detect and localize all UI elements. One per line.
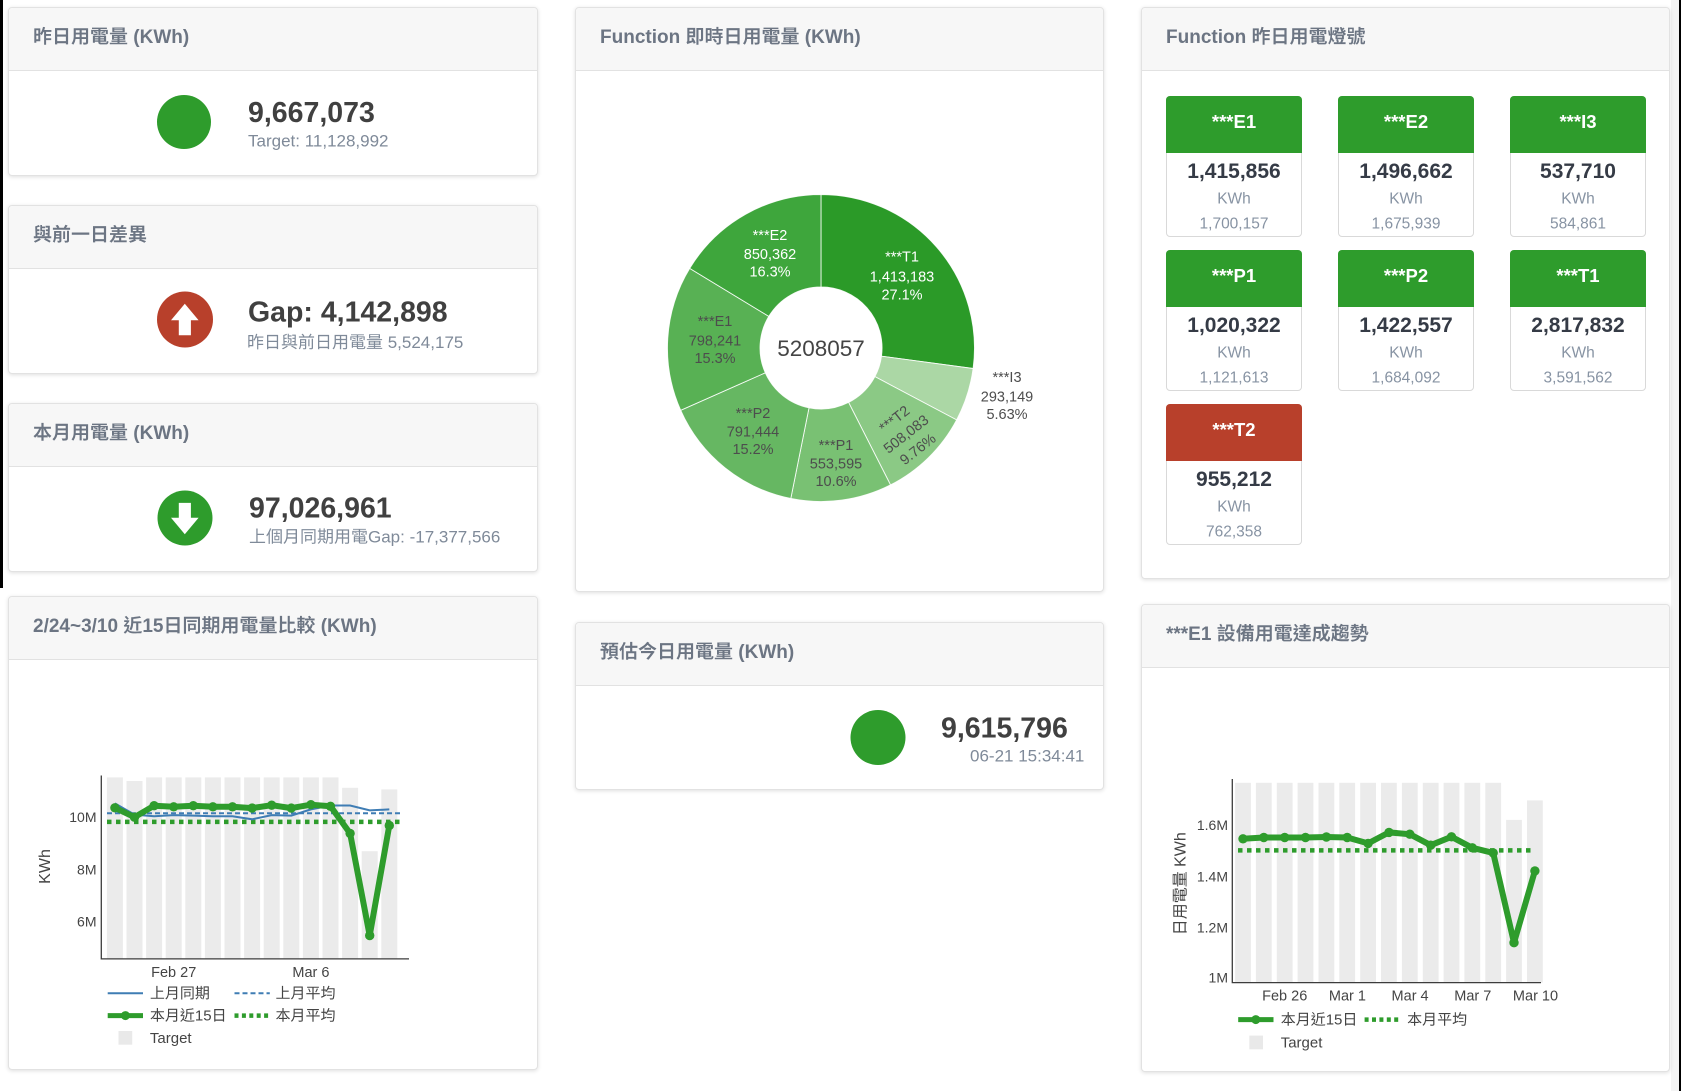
svg-text:***P2: ***P2 bbox=[1384, 265, 1428, 286]
svg-text:***I3: ***I3 bbox=[992, 370, 1021, 386]
svg-text:(KWh): (KWh) bbox=[738, 642, 794, 663]
svg-text:***P1: ***P1 bbox=[819, 438, 854, 454]
svg-text:3,591,562: 3,591,562 bbox=[1544, 370, 1613, 387]
svg-text:Mar 1: Mar 1 bbox=[1329, 989, 1366, 1005]
svg-text:955,212: 955,212 bbox=[1196, 468, 1272, 491]
svg-text:293,149: 293,149 bbox=[981, 390, 1033, 406]
svg-text:762,358: 762,358 bbox=[1206, 524, 1262, 541]
svg-text:Target: Target bbox=[1281, 1034, 1324, 1051]
svg-text:15: 15 bbox=[195, 1008, 212, 1025]
svg-text:5.63%: 5.63% bbox=[986, 407, 1027, 423]
svg-text:(KWh): (KWh) bbox=[805, 27, 861, 48]
svg-text:Feb 26: Feb 26 bbox=[1262, 989, 1307, 1005]
svg-text:1.6M: 1.6M bbox=[1197, 817, 1228, 833]
svg-text:KWh: KWh bbox=[1389, 345, 1423, 362]
svg-text:9,667,073: 9,667,073 bbox=[248, 97, 375, 129]
svg-text:8M: 8M bbox=[77, 861, 96, 877]
svg-text:***E1: ***E1 bbox=[698, 314, 733, 330]
svg-text:2/24~3/10: 2/24~3/10 bbox=[33, 616, 118, 637]
svg-text:(KWh): (KWh) bbox=[133, 423, 189, 444]
svg-text:KWh: KWh bbox=[1561, 345, 1595, 362]
svg-text:Function: Function bbox=[1166, 27, 1246, 48]
svg-text:5,524,175: 5,524,175 bbox=[388, 333, 464, 352]
svg-text:Mar 10: Mar 10 bbox=[1513, 989, 1558, 1005]
svg-text:6M: 6M bbox=[77, 914, 96, 930]
svg-text:(KWh): (KWh) bbox=[133, 27, 189, 48]
svg-text:553,595: 553,595 bbox=[810, 457, 862, 473]
svg-text:1M: 1M bbox=[1209, 970, 1228, 986]
svg-text:15: 15 bbox=[142, 616, 164, 637]
svg-text:27.1%: 27.1% bbox=[881, 287, 922, 303]
svg-text:1,121,613: 1,121,613 bbox=[1200, 370, 1269, 387]
svg-text:KWh: KWh bbox=[1217, 499, 1251, 516]
svg-text:KWh: KWh bbox=[1217, 191, 1251, 208]
svg-text:1.4M: 1.4M bbox=[1197, 868, 1228, 884]
svg-text:06-21 15:34:41: 06-21 15:34:41 bbox=[970, 747, 1084, 766]
svg-text:***T1: ***T1 bbox=[1556, 265, 1599, 286]
svg-text:1,415,856: 1,415,856 bbox=[1187, 160, 1280, 183]
svg-text:Target: Target bbox=[150, 1030, 193, 1047]
svg-text:1,020,322: 1,020,322 bbox=[1187, 314, 1280, 337]
svg-text:10.6%: 10.6% bbox=[815, 474, 856, 490]
svg-text:KWh: KWh bbox=[1561, 191, 1595, 208]
svg-text:1,684,092: 1,684,092 bbox=[1372, 370, 1441, 387]
svg-text:Feb 27: Feb 27 bbox=[151, 965, 196, 981]
svg-text:15.2%: 15.2% bbox=[732, 442, 773, 458]
svg-text:9,615,796: 9,615,796 bbox=[941, 713, 1068, 745]
svg-text:***T2: ***T2 bbox=[1212, 419, 1255, 440]
svg-text:Function: Function bbox=[600, 27, 680, 48]
svg-text:798,241: 798,241 bbox=[689, 334, 741, 350]
svg-text:Mar 4: Mar 4 bbox=[1392, 989, 1429, 1005]
svg-text:16.3%: 16.3% bbox=[749, 265, 790, 281]
svg-text:Gap: -17,377,566: Gap: -17,377,566 bbox=[368, 528, 500, 547]
svg-text:15.3%: 15.3% bbox=[694, 351, 735, 367]
svg-text:1,413,183: 1,413,183 bbox=[870, 269, 935, 285]
svg-text:(KWh): (KWh) bbox=[321, 616, 377, 637]
svg-text:2,817,832: 2,817,832 bbox=[1531, 314, 1624, 337]
svg-text:584,861: 584,861 bbox=[1550, 216, 1606, 233]
svg-text:***T1: ***T1 bbox=[885, 249, 919, 265]
svg-text:***I3: ***I3 bbox=[1559, 111, 1596, 132]
svg-text:***P1: ***P1 bbox=[1212, 265, 1256, 286]
svg-text:Mar 6: Mar 6 bbox=[292, 965, 329, 981]
svg-text:5208057: 5208057 bbox=[777, 336, 865, 361]
svg-text:97,026,961: 97,026,961 bbox=[249, 493, 392, 525]
svg-text:850,362: 850,362 bbox=[744, 247, 796, 263]
svg-text:***E1: ***E1 bbox=[1166, 624, 1212, 645]
svg-text:***E1: ***E1 bbox=[1212, 111, 1256, 132]
svg-text:1,675,939: 1,675,939 bbox=[1372, 216, 1441, 233]
svg-text:1.2M: 1.2M bbox=[1197, 920, 1228, 936]
svg-text:KWh: KWh bbox=[1217, 345, 1251, 362]
svg-text:537,710: 537,710 bbox=[1540, 160, 1616, 183]
svg-text:10M: 10M bbox=[69, 809, 96, 825]
svg-text:1,700,157: 1,700,157 bbox=[1200, 216, 1269, 233]
svg-text:KWh: KWh bbox=[1173, 832, 1190, 867]
svg-text:Gap: 4,142,898: Gap: 4,142,898 bbox=[248, 297, 448, 329]
svg-text:KWh: KWh bbox=[1389, 191, 1423, 208]
svg-text:***E2: ***E2 bbox=[753, 228, 788, 244]
svg-text:KWh: KWh bbox=[37, 849, 54, 884]
svg-text:1,422,557: 1,422,557 bbox=[1359, 314, 1452, 337]
svg-text:Target: 11,128,992: Target: 11,128,992 bbox=[248, 132, 389, 151]
svg-text:***E2: ***E2 bbox=[1384, 111, 1428, 132]
svg-text:Mar 7: Mar 7 bbox=[1454, 989, 1491, 1005]
svg-text:15: 15 bbox=[1326, 1012, 1343, 1029]
svg-text:1,496,662: 1,496,662 bbox=[1359, 160, 1452, 183]
svg-text:791,444: 791,444 bbox=[727, 425, 779, 441]
svg-text:***P2: ***P2 bbox=[736, 406, 771, 422]
